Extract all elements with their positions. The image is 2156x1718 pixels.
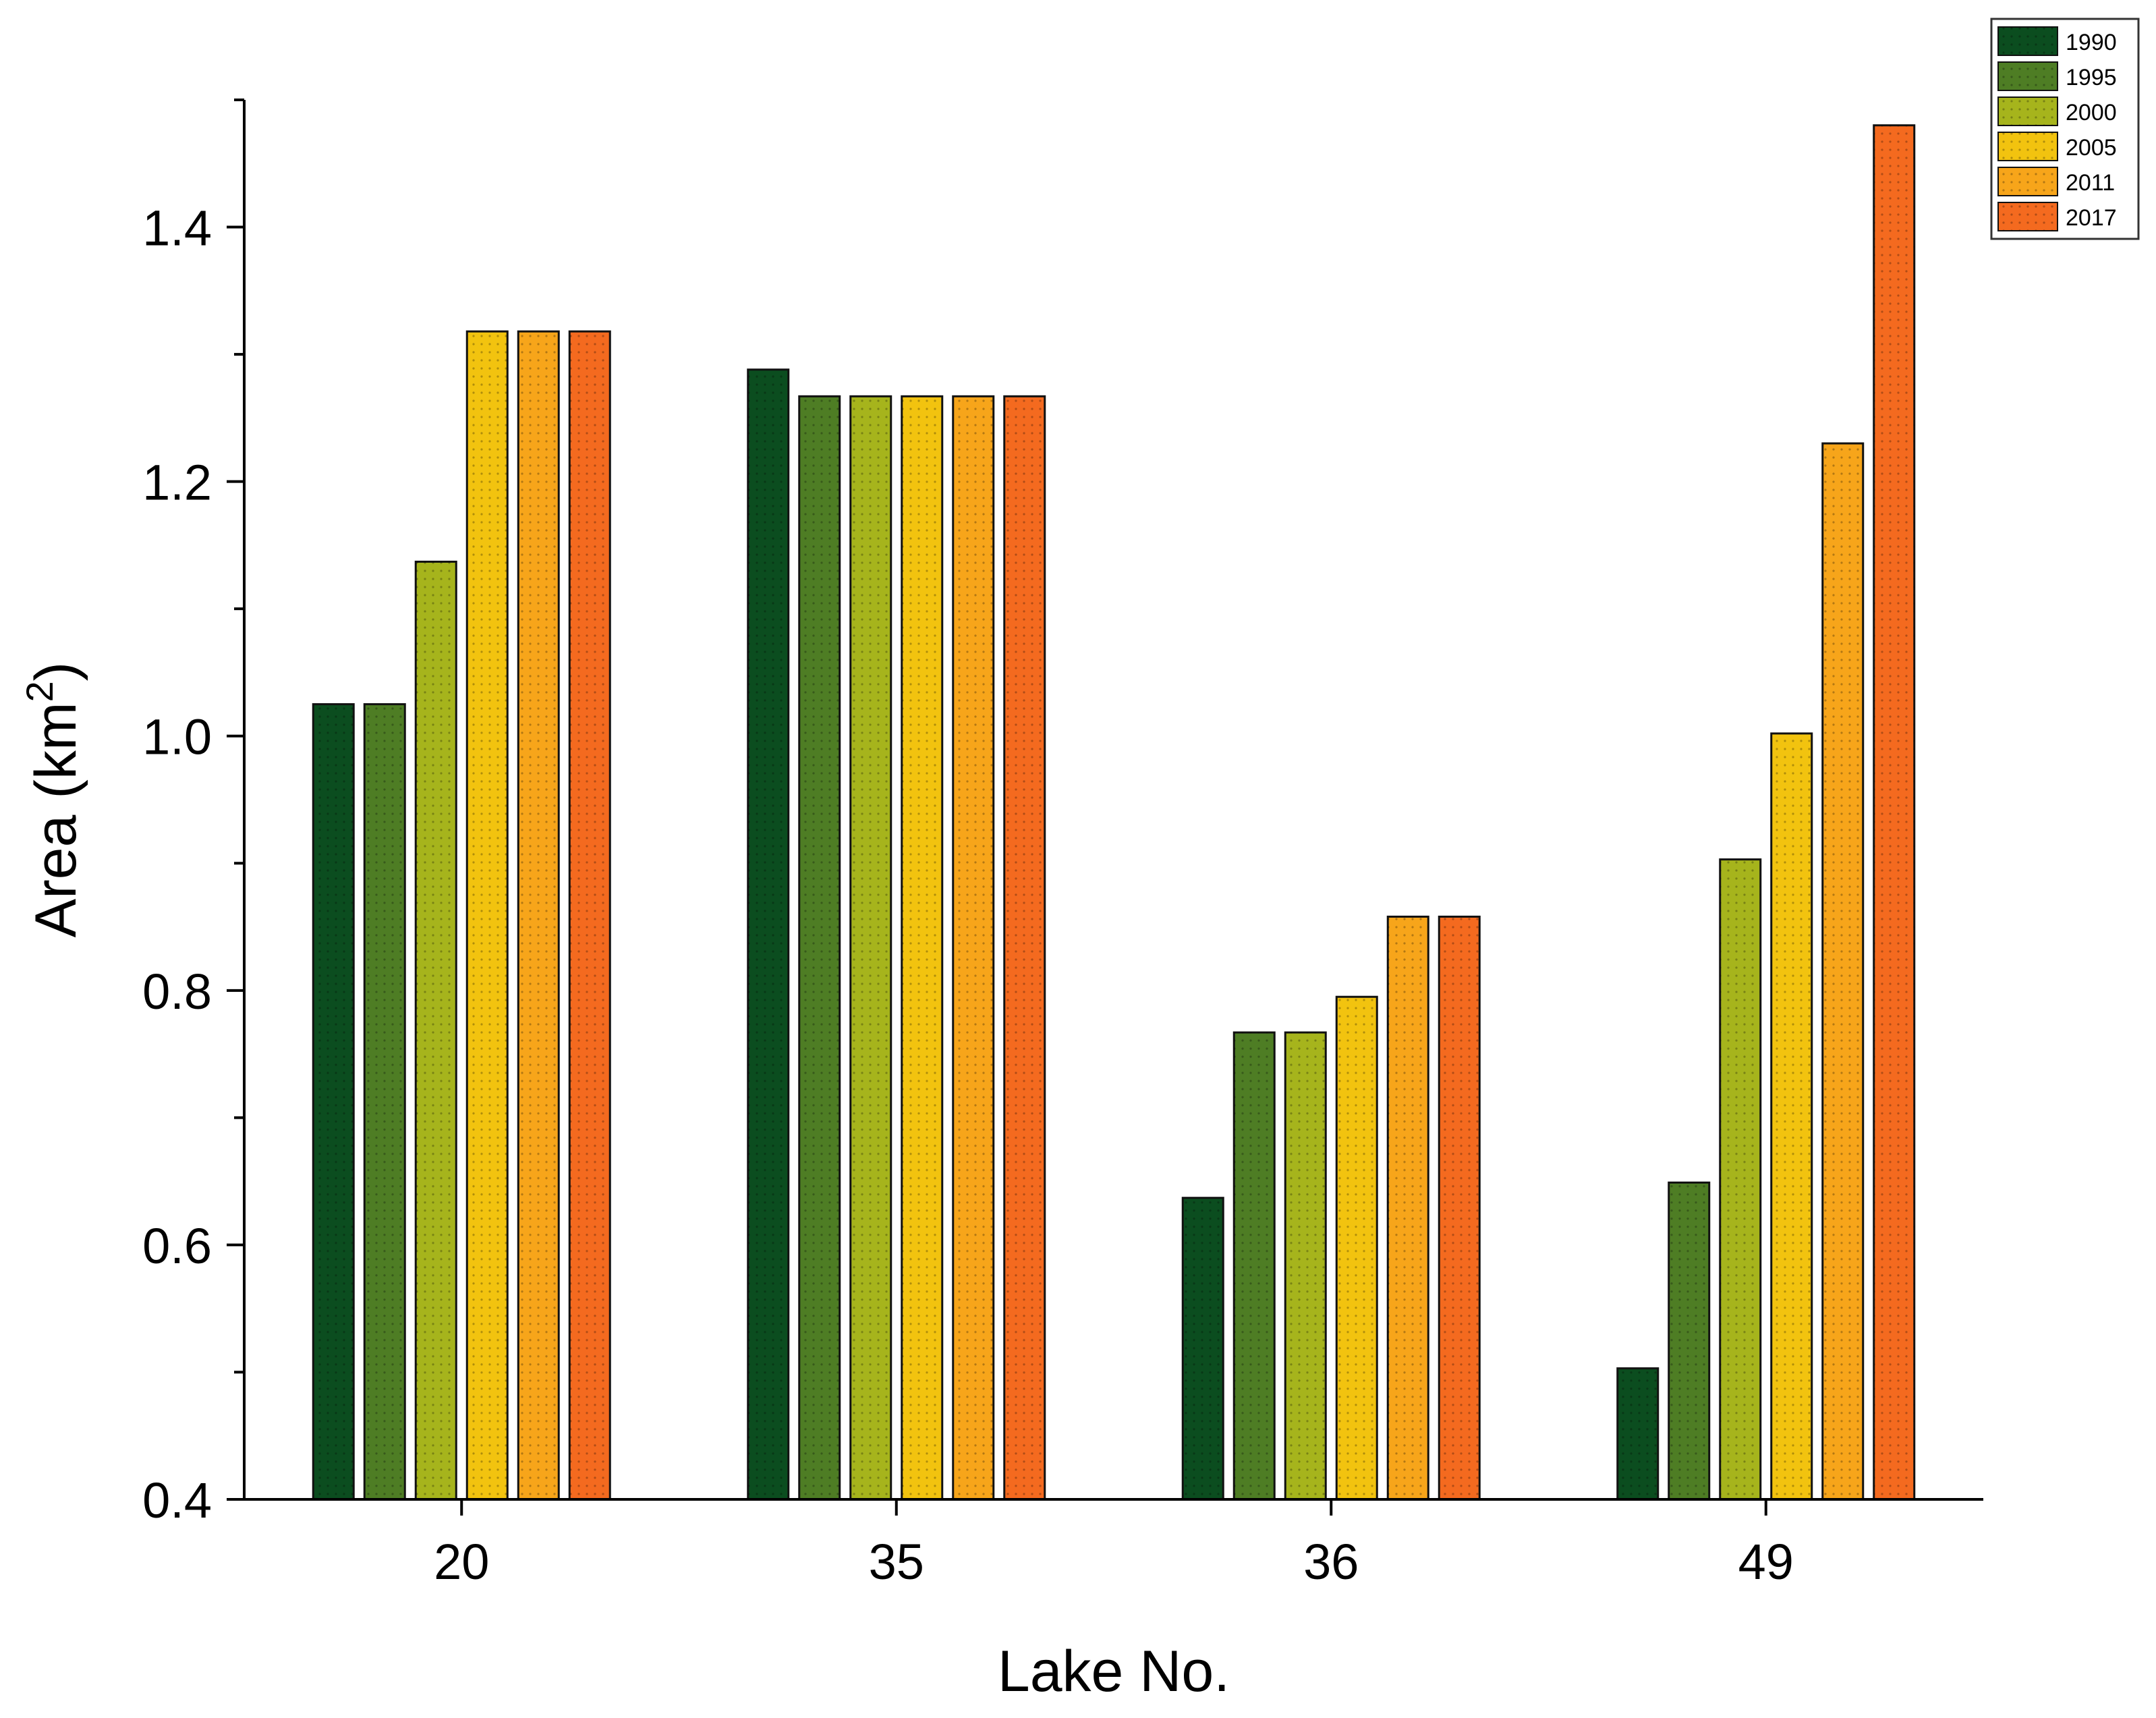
legend-swatch-texture [1998,97,2058,126]
bar-texture [1720,859,1761,1499]
legend-swatch-texture [1998,202,2058,231]
legend-label-2005: 2005 [2066,135,2117,161]
y-tick-label: 0.8 [142,964,212,1020]
y-tick-label: 0.6 [142,1218,212,1274]
bars-layer [312,124,1916,1501]
x-ticks: 20 35 36 49 [434,1499,1794,1590]
y-axis-label-close: ) [24,662,88,682]
bar-texture [1388,916,1429,1499]
bar-texture [953,396,994,1499]
bar-group-49 [1616,124,1916,1501]
bar-group-35 [747,368,1046,1501]
x-tick-label: 35 [869,1534,924,1590]
bar-texture [850,396,891,1499]
legend-swatch-texture [1998,132,2058,161]
bar-group-20 [312,330,611,1501]
legend-label-2017: 2017 [2066,205,2117,231]
bar-texture [1234,1032,1275,1499]
axes-layer [243,100,1983,1501]
legend: 1990 1995 2000 2005 2011 2017 [1990,18,2140,240]
bar-texture [569,331,611,1500]
x-tick-label: 36 [1303,1534,1359,1590]
bar-texture [1771,733,1812,1499]
y-tick-label: 1.2 [142,455,212,511]
y-axis-label: Area (km2) [18,662,88,938]
bar-texture [1183,1198,1224,1499]
bar-group-36 [1181,915,1481,1501]
bar-texture [518,331,559,1500]
x-axis-label: Lake No. [998,1639,1230,1704]
legend-swatch-texture [1998,62,2058,90]
y-tick-label: 1.0 [142,709,212,765]
legend-label-2000: 2000 [2066,100,2117,126]
bar-texture [1873,125,1914,1499]
bar-texture [467,331,508,1500]
legend-swatch-texture [1998,167,2058,196]
bar-texture [1617,1368,1658,1499]
bar-texture [901,396,942,1499]
y-axis-label-text: Area (km [24,702,88,937]
bar-texture [416,561,457,1500]
bar-texture [799,396,840,1499]
bar-texture [364,704,405,1499]
legend-label-1995: 1995 [2066,65,2117,90]
bar-texture [1285,1032,1326,1499]
legend-label-2011: 2011 [2066,170,2115,196]
x-tick-label: 49 [1738,1534,1794,1590]
bar-texture [1336,997,1378,1499]
bar-texture [747,369,789,1500]
bar-texture [1668,1182,1709,1499]
y-tick-label: 0.4 [142,1472,212,1528]
bar-texture [1822,443,1863,1499]
y-tick-label: 1.4 [142,200,212,256]
legend-swatch-texture [1998,27,2058,55]
y-ticks: 0.4 0.6 0.8 1.0 1.2 1.4 [142,99,244,1528]
y-axis-label-sup: 2 [18,681,61,702]
bar-texture [313,704,354,1499]
bar-texture [1004,396,1045,1499]
bar-texture [1439,916,1480,1499]
x-tick-label: 20 [434,1534,489,1590]
legend-label-1990: 1990 [2066,30,2117,55]
